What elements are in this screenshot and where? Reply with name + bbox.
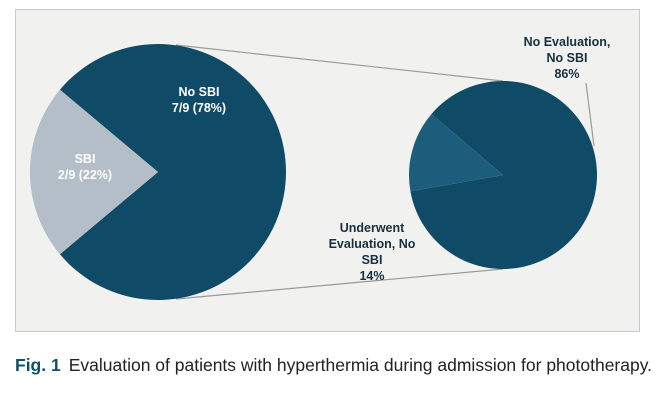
slice-no-sbi (59, 43, 287, 300)
connector-lines (175, 44, 595, 300)
connector-line-bottom (175, 268, 504, 300)
caption-label: Fig. 1 (15, 355, 61, 375)
main-pie (30, 43, 287, 300)
slice-no-evaluation-no-sbi (410, 81, 598, 270)
slice-underwent-evaluation-no-sbi (409, 114, 503, 192)
label-no-sbi: No SBI 7/9 (78%) (172, 85, 226, 115)
label-no-evaluation-no-sbi: No Evaluation, No SBI 86% (524, 35, 611, 81)
breakdown-pie (409, 81, 598, 270)
pie-of-pie-chart: No SBI 7/9 (78%) SBI 2/9 (22%) No Evaluation… (30, 35, 611, 300)
label-underwent-evaluation-no-sbi: Underwent Evaluation, No SBI 14% (329, 221, 416, 283)
caption-text: Evaluation of patients with hyperthermia… (68, 355, 653, 375)
connector-line-top (175, 44, 504, 82)
pie-labels: No SBI 7/9 (78%) SBI 2/9 (22%) No Evaluation… (58, 35, 611, 283)
label-sbi: SBI 2/9 (22%) (58, 152, 112, 182)
slice-sbi (30, 89, 159, 255)
label-leader-line (585, 82, 595, 147)
figure-caption: Fig. 1 Evaluation of patients with hypert… (15, 354, 655, 377)
